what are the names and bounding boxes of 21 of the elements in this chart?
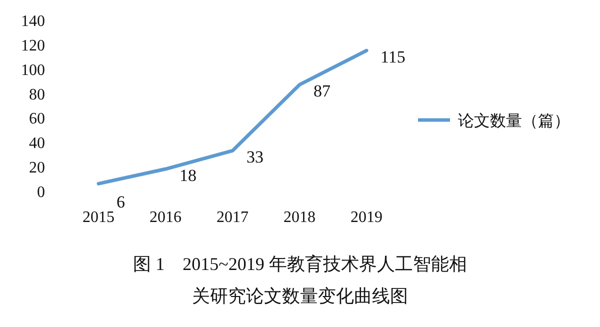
data-label: 6	[116, 192, 125, 212]
data-label: 33	[246, 148, 264, 167]
y-tick-label: 60	[29, 110, 45, 128]
data-label: 18	[180, 166, 196, 186]
y-tick-label: 120	[21, 37, 45, 54]
y-tick-label: 80	[29, 86, 45, 104]
y-tick-label: 20	[29, 160, 45, 177]
legend-label: 论文数量（篇）	[458, 112, 570, 130]
data-label: 87	[314, 82, 331, 101]
data-label: 115	[380, 48, 406, 67]
x-tick-label: 2015	[82, 209, 114, 226]
line-series	[96, 48, 368, 186]
y-tick-label: 100	[21, 62, 45, 79]
y-tick-label: 0	[37, 184, 45, 201]
y-tick-label: 40	[29, 135, 45, 152]
x-tick-label: 2016	[150, 209, 182, 226]
x-tick-label: 2018	[284, 209, 316, 226]
x-tick-label: 2017	[216, 209, 248, 226]
x-tick-label: 2019	[350, 209, 382, 226]
text: 图 1 2015~2019 年教育技术界人工智能相关研究论文数量变化曲线图	[132, 253, 468, 308]
y-tick-label: 140	[21, 13, 45, 30]
